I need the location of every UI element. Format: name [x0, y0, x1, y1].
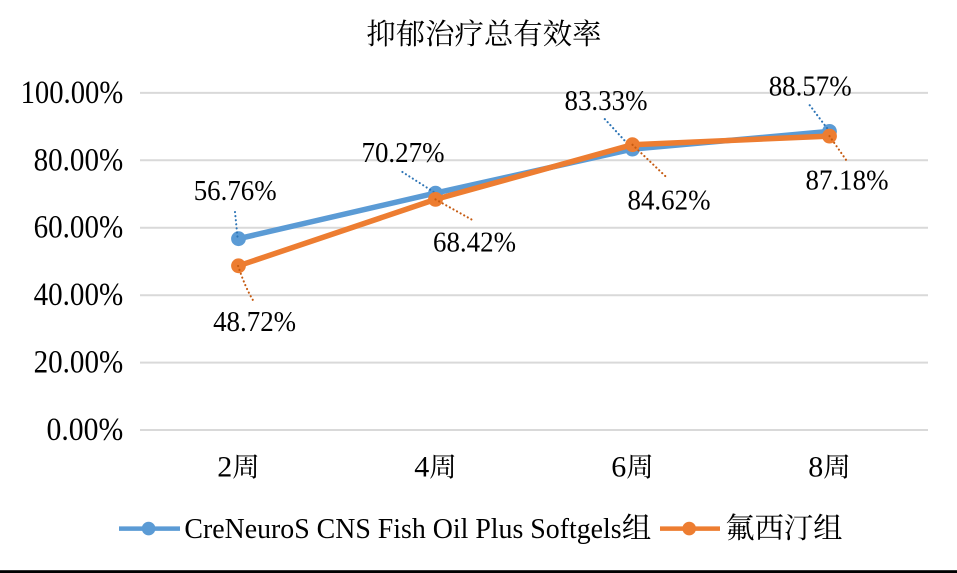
svg-text:CreNeuroS CNS Fish Oil Plus So: CreNeuroS CNS Fish Oil Plus Softgels [184, 514, 621, 545]
svg-text:88.57%: 88.57% [769, 71, 852, 102]
svg-text:60.00%: 60.00% [34, 210, 124, 246]
svg-text:70.27%: 70.27% [362, 138, 445, 169]
svg-text:68.42%: 68.42% [433, 227, 516, 258]
svg-text:100.00%: 100.00% [21, 75, 124, 111]
svg-text:84.62%: 84.62% [628, 186, 711, 217]
svg-text:2: 2 [217, 451, 232, 484]
svg-text:80.00%: 80.00% [34, 142, 124, 178]
svg-text:48.72%: 48.72% [213, 307, 296, 338]
svg-text:4: 4 [414, 451, 429, 484]
svg-text:83.33%: 83.33% [565, 86, 648, 117]
svg-text:20.00%: 20.00% [34, 345, 124, 381]
svg-text:0.00%: 0.00% [47, 412, 124, 448]
svg-text:87.18%: 87.18% [806, 166, 889, 197]
svg-text:40.00%: 40.00% [34, 277, 124, 313]
svg-text:6: 6 [611, 451, 626, 484]
svg-text:56.76%: 56.76% [194, 176, 277, 207]
svg-text:8: 8 [808, 451, 823, 484]
